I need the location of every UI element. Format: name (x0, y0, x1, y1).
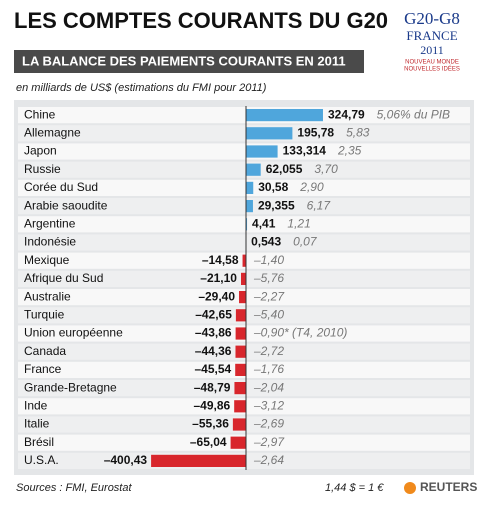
value-label: –44,36 (195, 344, 232, 358)
value-label: –45,54 (195, 362, 232, 376)
value-label: –21,10 (200, 271, 237, 285)
category-label: Japon (24, 144, 57, 158)
bar (233, 418, 246, 430)
gdp-share-label: –2,97 (253, 435, 285, 449)
gdp-share-label: 3,70 (314, 162, 338, 176)
bar (241, 273, 246, 285)
exchange-rate: 1,44 $ = 1 € (325, 482, 384, 494)
credit: REUTERS (420, 480, 477, 494)
category-label: Turquie (24, 307, 65, 321)
bar (236, 309, 246, 321)
value-label: 29,355 (258, 198, 295, 212)
gdp-share-label: –5,40 (253, 307, 284, 321)
gdp-share-label: 1,21 (287, 216, 310, 230)
category-label: Allemagne (24, 125, 81, 139)
logo-text: NOUVELLES IDÉES (404, 66, 460, 73)
row-band (18, 234, 470, 250)
category-label: Afrique du Sud (24, 271, 103, 285)
bar (246, 200, 253, 212)
category-label: Italie (24, 417, 50, 431)
gdp-share-label: –0,90* (T4, 2010) (253, 326, 347, 340)
logo-text: 2011 (420, 43, 444, 57)
gdp-share-label: –5,76 (253, 271, 284, 285)
category-label: France (24, 362, 62, 376)
bar (234, 400, 246, 412)
bar (151, 455, 246, 467)
value-label: –42,65 (195, 307, 232, 321)
value-label: 4,41 (252, 216, 276, 230)
logo-text: FRANCE (406, 28, 457, 43)
source: Sources : FMI, Eurostat (16, 482, 132, 494)
bar (246, 109, 323, 121)
gdp-share-label: –2,69 (253, 417, 284, 431)
credit-icon (404, 482, 416, 494)
gdp-share-label: –2,72 (253, 344, 284, 358)
category-label: Union européenne (24, 326, 123, 340)
bar (246, 127, 292, 139)
value-label: 133,314 (283, 144, 327, 158)
bar (246, 164, 261, 176)
bar (239, 291, 246, 303)
category-label: Russie (24, 162, 61, 176)
value-label: –65,04 (190, 435, 227, 449)
row-band (18, 216, 470, 232)
category-label: Mexique (24, 253, 70, 267)
value-label: –14,58 (202, 253, 239, 267)
category-label: Grande-Bretagne (24, 380, 117, 394)
gdp-share-label: –1,76 (253, 362, 284, 376)
gdp-share-label: 6,17 (307, 198, 332, 212)
gdp-share-label: –1,40 (253, 253, 284, 267)
logo-text: G20-G8 (404, 9, 460, 28)
gdp-share-label: –2,27 (253, 289, 285, 303)
bar (236, 327, 246, 339)
bar (234, 382, 246, 394)
bar (231, 437, 246, 449)
gdp-share-label: –2,64 (253, 453, 284, 467)
logo-text: NOUVEAU MONDE (405, 60, 459, 66)
value-label: –400,43 (104, 453, 148, 467)
value-label: 62,055 (266, 162, 303, 176)
row-band (18, 143, 470, 159)
category-label: Inde (24, 398, 48, 412)
row-band (18, 125, 470, 141)
category-label: Chine (24, 107, 56, 121)
bar (235, 364, 246, 376)
category-label: Brésil (24, 435, 54, 449)
category-label: U.S.A. (24, 453, 59, 467)
bar (243, 255, 246, 267)
bar (246, 145, 278, 157)
value-label: 195,78 (297, 125, 334, 139)
gdp-share-label: 5,06% du PIB (377, 107, 450, 121)
value-label: –43,86 (195, 326, 232, 340)
gdp-share-label: 2,35 (337, 144, 362, 158)
row-band (18, 162, 470, 178)
category-label: Indonésie (24, 235, 76, 249)
category-label: Canada (24, 344, 66, 358)
category-label: Australie (24, 289, 71, 303)
gdp-share-label: 5,83 (346, 125, 370, 139)
bar (246, 182, 253, 194)
title: LES COMPTES COURANTS DU G20 (14, 8, 388, 33)
value-label: –55,36 (192, 417, 229, 431)
unit-note: en milliards de US$ (estimations du FMI … (16, 82, 267, 94)
subtitle: LA BALANCE DES PAIEMENTS COURANTS EN 201… (22, 53, 346, 68)
gdp-share-label: 0,07 (293, 235, 318, 249)
value-label: 324,79 (328, 107, 365, 121)
gdp-share-label: –3,12 (253, 398, 284, 412)
category-label: Arabie saoudite (24, 198, 108, 212)
value-label: –48,79 (194, 380, 231, 394)
value-label: –49,86 (193, 398, 230, 412)
value-label: 30,58 (258, 180, 288, 194)
category-label: Corée du Sud (24, 180, 98, 194)
bar (235, 346, 246, 358)
gdp-share-label: –2,04 (253, 380, 284, 394)
gdp-share-label: 2,90 (299, 180, 324, 194)
category-label: Argentine (24, 216, 76, 230)
value-label: 0,543 (251, 235, 281, 249)
value-label: –29,40 (198, 289, 235, 303)
